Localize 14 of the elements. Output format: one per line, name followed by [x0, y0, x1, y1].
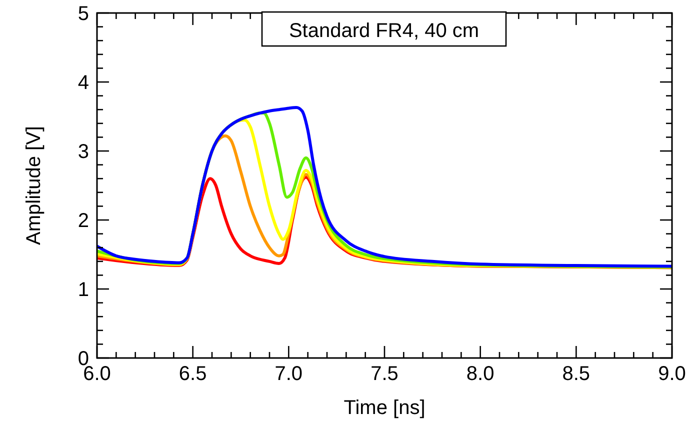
x-tick-label: 7.0	[274, 363, 303, 385]
x-tick-label: 6.5	[178, 363, 207, 385]
y-tick-label: 2	[78, 210, 89, 232]
x-tick-label: 8.5	[562, 363, 590, 385]
y-tick-label: 1	[78, 279, 89, 301]
x-tick-label: 8.0	[466, 363, 494, 385]
y-tick-label: 4	[78, 72, 89, 94]
x-tick-label: 7.5	[370, 363, 398, 385]
y-axis-title: Amplitude [V]	[23, 126, 45, 245]
chart-title: Standard FR4, 40 cm	[288, 20, 480, 42]
x-tick-label: 9.0	[658, 363, 686, 385]
y-tick-label: 3	[78, 141, 89, 163]
x-axis-title: Time [ns]	[344, 397, 426, 419]
y-tick-label: 5	[78, 3, 89, 25]
